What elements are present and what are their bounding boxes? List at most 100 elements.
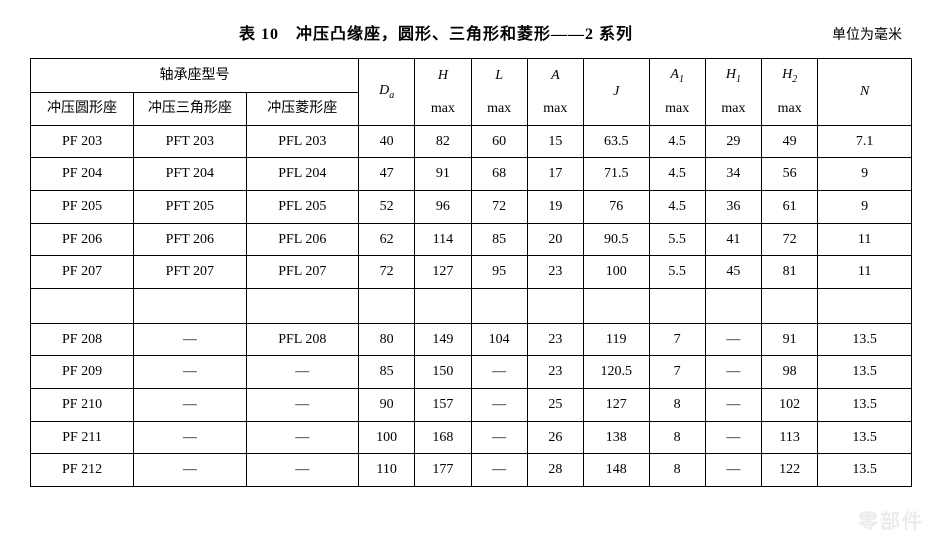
table-cell: 168	[415, 421, 471, 454]
table-cell: 82	[415, 125, 471, 158]
table-cell: —	[471, 356, 527, 389]
table-cell: 96	[415, 191, 471, 224]
table-cell: 120.5	[583, 356, 649, 389]
table-cell: 36	[705, 191, 761, 224]
table-header: 轴承座型号 Da H L A J A1 H1 H2 N 冲压圆形座 冲压三角形座…	[31, 59, 912, 126]
table-cell: 23	[527, 256, 583, 289]
table-cell: 13.5	[818, 421, 912, 454]
table-cell: 113	[762, 421, 818, 454]
table-cell: 95	[471, 256, 527, 289]
watermark: 零部件	[858, 505, 924, 534]
table-cell: 23	[527, 323, 583, 356]
table-title: 表 10 冲压凸缘座，圆形、三角形和菱形——2 系列	[40, 20, 832, 44]
table-cell: 34	[705, 158, 761, 191]
table-cell: —	[471, 421, 527, 454]
header-group-label: 轴承座型号	[31, 59, 359, 93]
table-cell: 81	[762, 256, 818, 289]
table-cell: PFT 205	[134, 191, 246, 224]
table-cell: 28	[527, 454, 583, 487]
table-cell: PF 207	[31, 256, 134, 289]
table-cell: PF 204	[31, 158, 134, 191]
table-cell: 61	[762, 191, 818, 224]
table-cell: 91	[762, 323, 818, 356]
header-A1-max: max	[649, 93, 705, 126]
table-cell: 148	[583, 454, 649, 487]
table-cell: 20	[527, 223, 583, 256]
header-A1: A1	[649, 59, 705, 93]
table-cell: —	[705, 421, 761, 454]
table-cell: PFL 207	[246, 256, 358, 289]
table-cell: 100	[583, 256, 649, 289]
table-cell: 177	[415, 454, 471, 487]
table-cell: —	[246, 421, 358, 454]
title-row: 表 10 冲压凸缘座，圆形、三角形和菱形——2 系列 单位为毫米	[30, 20, 912, 44]
table-cell: —	[705, 389, 761, 422]
table-cell: PF 205	[31, 191, 134, 224]
table-cell: —	[134, 421, 246, 454]
header-sub-2: 冲压菱形座	[246, 93, 358, 126]
table-row: PF 205PFT 205PFL 20552967219764.536619	[31, 191, 912, 224]
table-row: PF 209——85150—23120.57—9813.5	[31, 356, 912, 389]
table-cell: PF 211	[31, 421, 134, 454]
table-cell: 5.5	[649, 223, 705, 256]
table-cell: PFT 206	[134, 223, 246, 256]
table-cell: 114	[415, 223, 471, 256]
table-row: PF 204PFT 204PFL 2044791681771.54.534569	[31, 158, 912, 191]
table-cell: 7	[649, 323, 705, 356]
table-row: PF 207PFT 207PFL 2077212795231005.545811…	[31, 256, 912, 289]
header-J: J	[583, 59, 649, 126]
unit-label: 单位为毫米	[832, 24, 902, 44]
table-cell: 25	[527, 389, 583, 422]
table-cell: 138	[583, 421, 649, 454]
table-cell: 8	[649, 421, 705, 454]
table-cell: 13.5	[818, 389, 912, 422]
data-table: 轴承座型号 Da H L A J A1 H1 H2 N 冲压圆形座 冲压三角形座…	[30, 58, 912, 487]
table-cell: —	[705, 454, 761, 487]
header-A-max: max	[527, 93, 583, 126]
table-cell: 4.5	[649, 158, 705, 191]
table-cell: PFL 206	[246, 223, 358, 256]
table-cell: 13.5	[818, 356, 912, 389]
table-cell: 9	[818, 191, 912, 224]
table-cell: 98	[762, 356, 818, 389]
table-cell: —	[246, 454, 358, 487]
table-cell: —	[705, 356, 761, 389]
table-cell: 40	[359, 125, 415, 158]
table-cell: 5.5	[649, 256, 705, 289]
table-row: PF 211——100168—261388—11313.5	[31, 421, 912, 454]
header-sub-1: 冲压三角形座	[134, 93, 246, 126]
table-cell: 149	[415, 323, 471, 356]
table-row: PF 208—PFL 20880149104231197—9113.5	[31, 323, 912, 356]
table-cell: 72	[471, 191, 527, 224]
table-cell: 47	[359, 158, 415, 191]
header-H1-max: max	[705, 93, 761, 126]
table-cell: 19	[527, 191, 583, 224]
table-cell: —	[134, 323, 246, 356]
table-cell: 127	[583, 389, 649, 422]
header-A: A	[527, 59, 583, 93]
table-cell: 90.5	[583, 223, 649, 256]
table-cell: PFL 205	[246, 191, 358, 224]
table-cell: 29	[705, 125, 761, 158]
header-H2: H2	[762, 59, 818, 93]
table-cell: 4.5	[649, 125, 705, 158]
table-cell: 104	[471, 323, 527, 356]
table-row: PF 212——110177—281488—12213.5	[31, 454, 912, 487]
table-cell: 85	[359, 356, 415, 389]
table-cell: —	[705, 323, 761, 356]
table-cell: PFL 204	[246, 158, 358, 191]
table-cell: 72	[762, 223, 818, 256]
table-cell: PF 206	[31, 223, 134, 256]
header-Da: Da	[359, 59, 415, 126]
table-cell: 72	[359, 256, 415, 289]
table-cell: 9	[818, 158, 912, 191]
table-cell: 41	[705, 223, 761, 256]
header-sub-0: 冲压圆形座	[31, 93, 134, 126]
table-cell: PF 208	[31, 323, 134, 356]
table-cell: 90	[359, 389, 415, 422]
table-cell: 110	[359, 454, 415, 487]
header-L: L	[471, 59, 527, 93]
table-row: PF 206PFT 206PFL 20662114852090.55.54172…	[31, 223, 912, 256]
table-cell: 45	[705, 256, 761, 289]
header-N: N	[818, 59, 912, 126]
